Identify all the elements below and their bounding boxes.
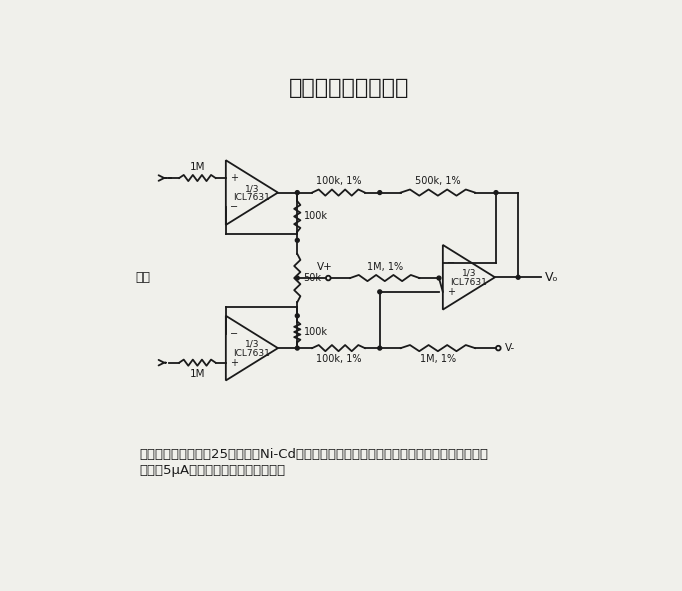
Circle shape [295,276,299,280]
Text: 50k: 50k [303,273,321,283]
Circle shape [378,346,382,350]
Circle shape [378,290,382,294]
Circle shape [516,275,520,279]
Text: +: + [230,173,237,183]
Circle shape [295,238,299,242]
Text: 100k: 100k [303,327,327,337]
Text: 100k, 1%: 100k, 1% [316,177,361,186]
Circle shape [494,191,498,194]
Text: 1/3: 1/3 [245,340,259,349]
Text: 100k: 100k [303,212,327,222]
Text: 1M, 1%: 1M, 1% [420,354,456,364]
Text: 该电路的电压增益为25，用单个Ni-Cd电池供电。输入电流（来自连接在病人身上的传感器）: 该电路的电压增益为25，用单个Ni-Cd电池供电。输入电流（来自连接在病人身上的… [140,448,488,461]
Text: 1M: 1M [190,369,205,379]
Text: ICL7631: ICL7631 [233,193,270,203]
Text: 1/3: 1/3 [245,184,259,193]
Text: V-: V- [505,343,515,353]
Text: 医用仪器前置放大器: 医用仪器前置放大器 [289,78,410,98]
Text: −: − [230,202,237,212]
Text: ICL7631: ICL7631 [233,349,270,358]
Text: 限制在5μA以下，否则便视为有故障。: 限制在5μA以下，否则便视为有故障。 [140,463,286,476]
Text: ICL7631: ICL7631 [450,278,488,287]
Text: −: − [447,258,455,268]
Text: Vₒ: Vₒ [546,271,559,284]
Circle shape [295,346,299,350]
Circle shape [295,314,299,318]
Text: 100k, 1%: 100k, 1% [316,354,361,364]
Text: 1M, 1%: 1M, 1% [367,262,403,272]
Circle shape [295,191,299,194]
Text: +: + [230,358,237,368]
Text: −: − [230,329,237,339]
Text: 1/3: 1/3 [462,269,476,278]
Text: 500k, 1%: 500k, 1% [415,177,460,186]
Text: +: + [447,287,455,297]
Text: 输入: 输入 [136,271,151,284]
Text: 1M: 1M [190,162,205,172]
Circle shape [378,191,382,194]
Text: V+: V+ [316,262,332,272]
Circle shape [437,276,441,280]
